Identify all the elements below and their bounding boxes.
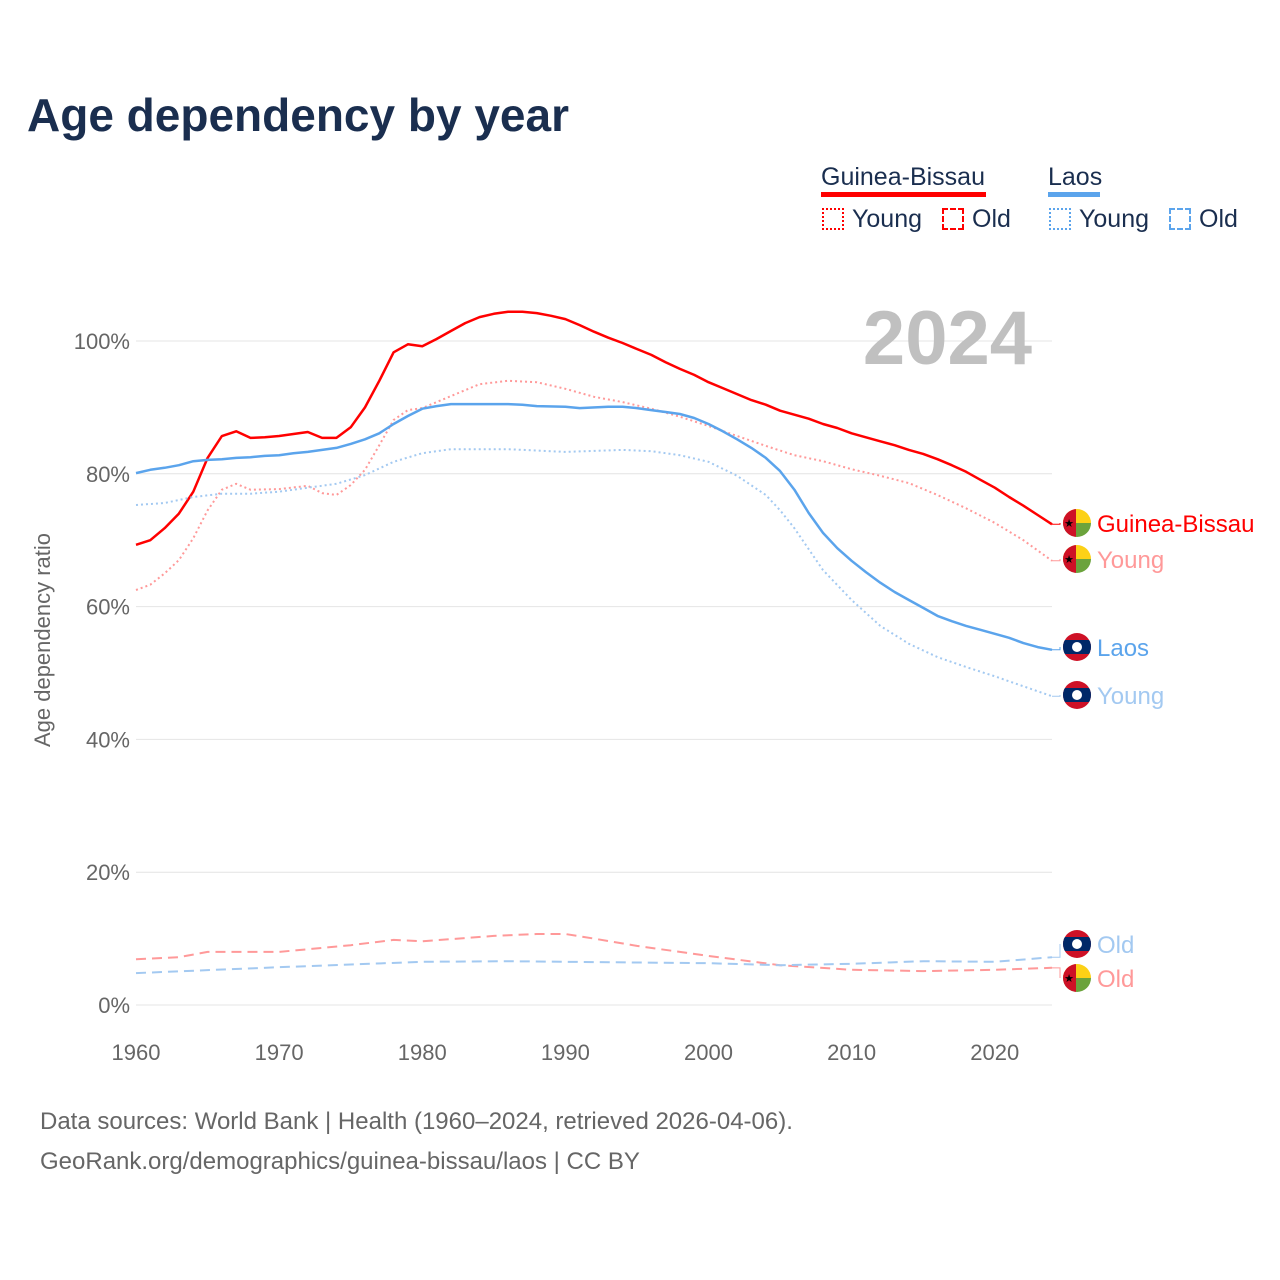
- svg-text:★: ★: [1064, 973, 1074, 985]
- legend-dotted-swatch: [822, 208, 844, 230]
- series-line-laos-old: [135, 956, 1053, 975]
- label-connector: [1052, 523, 1061, 525]
- label-connector: [1052, 647, 1061, 651]
- series-line-guinea-bissau-young: [135, 379, 1053, 591]
- laos-flag-icon: [1063, 930, 1091, 958]
- x-tick-label: 1990: [541, 1040, 590, 1065]
- year-watermark: 2024: [863, 296, 1032, 381]
- series-line-laos: [135, 402, 1053, 652]
- laos-flag-icon: [1063, 633, 1091, 661]
- x-tick-label: 2020: [970, 1040, 1019, 1065]
- x-tick-label: 1980: [398, 1040, 447, 1065]
- legend-gb-young[interactable]: Young: [852, 205, 922, 233]
- legend-guinea-bissau[interactable]: Guinea-Bissau: [821, 163, 985, 191]
- y-tick-label: 80%: [86, 462, 130, 487]
- legend-dashed-swatch: [1169, 208, 1191, 230]
- y-tick-label: 0%: [98, 993, 130, 1018]
- legend-guinea-bissau-swatch: [821, 192, 986, 197]
- legend-laos-swatch: [1048, 192, 1100, 197]
- y-tick-label: 40%: [86, 727, 130, 752]
- series-end-label: Old: [1097, 966, 1134, 993]
- legend-dotted-swatch: [1049, 208, 1071, 230]
- legend-gb-old[interactable]: Old: [972, 205, 1011, 233]
- y-tick-label: 100%: [74, 329, 130, 354]
- label-connector: [1052, 944, 1061, 958]
- guinea-bissau-flag-icon: ★: [1063, 509, 1091, 537]
- label-connector: [1052, 559, 1061, 562]
- laos-flag-icon: [1063, 681, 1091, 709]
- x-tick-label: 1970: [255, 1040, 304, 1065]
- source-line-2[interactable]: GeoRank.org/demographics/guinea-bissau/l…: [40, 1148, 640, 1175]
- label-connector: [1052, 967, 1061, 978]
- y-tick-label: 20%: [86, 860, 130, 885]
- guinea-bissau-flag-icon: ★: [1063, 964, 1091, 992]
- x-tick-label: 1960: [112, 1040, 161, 1065]
- series-line-guinea-bissau-old: [135, 933, 1053, 973]
- label-connector: [1052, 695, 1061, 697]
- svg-text:★: ★: [1064, 518, 1074, 530]
- series-line-laos-young: [135, 448, 1053, 698]
- x-tick-label: 2010: [827, 1040, 876, 1065]
- x-tick-label: 2000: [684, 1040, 733, 1065]
- legend-laos[interactable]: Laos: [1048, 163, 1103, 191]
- legend-dashed-swatch: [942, 208, 964, 230]
- svg-text:★: ★: [1064, 554, 1074, 566]
- legend-laos-young[interactable]: Young: [1079, 205, 1149, 233]
- y-tick-label: 60%: [86, 595, 130, 620]
- series-end-label: Guinea-Bissau: [1097, 511, 1254, 538]
- chart-title: Age dependency by year: [27, 89, 569, 141]
- guinea-bissau-flag-icon: ★: [1063, 545, 1091, 573]
- series-end-label: Laos: [1097, 635, 1149, 662]
- source-line-1: Data sources: World Bank | Health (1960–…: [40, 1108, 793, 1135]
- legend-laos-old[interactable]: Old: [1199, 205, 1238, 233]
- series-line-guinea-bissau: [135, 310, 1053, 546]
- series-end-label: Young: [1097, 547, 1164, 574]
- series-end-label: Old: [1097, 932, 1134, 959]
- y-axis-label: Age dependency ratio: [30, 533, 55, 747]
- series-end-label: Young: [1097, 683, 1164, 710]
